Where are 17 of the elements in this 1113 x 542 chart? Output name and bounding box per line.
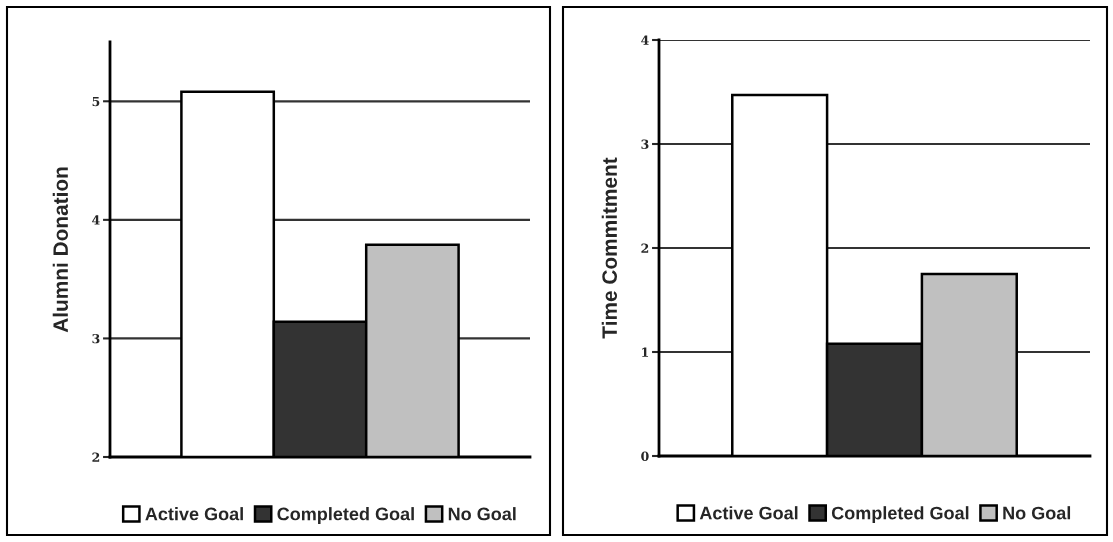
y-tick-label: 0 bbox=[641, 451, 649, 461]
legend-label: Completed Goal bbox=[831, 506, 969, 523]
legend-label: No Goal bbox=[1003, 506, 1071, 520]
y-tick-label: 4 bbox=[641, 35, 649, 45]
y-axis-title: Alumni Donation bbox=[52, 167, 69, 333]
legend-label: Completed Goal bbox=[277, 507, 414, 524]
y-tick-label: 3 bbox=[92, 333, 100, 344]
y-tick-label: 3 bbox=[641, 139, 649, 149]
y-tick-label: 2 bbox=[92, 452, 100, 462]
legend-label: No Goal bbox=[448, 507, 516, 521]
y-axis-title: Time Commitment bbox=[601, 157, 618, 339]
legend-label: Active Goal bbox=[145, 507, 243, 521]
y-tick-label: 5 bbox=[92, 96, 100, 107]
legend-label: Active Goal bbox=[699, 506, 798, 520]
y-tick-label: 1 bbox=[642, 347, 649, 357]
y-tick-label: 2 bbox=[641, 243, 649, 253]
y-tick-label: 4 bbox=[92, 215, 100, 225]
